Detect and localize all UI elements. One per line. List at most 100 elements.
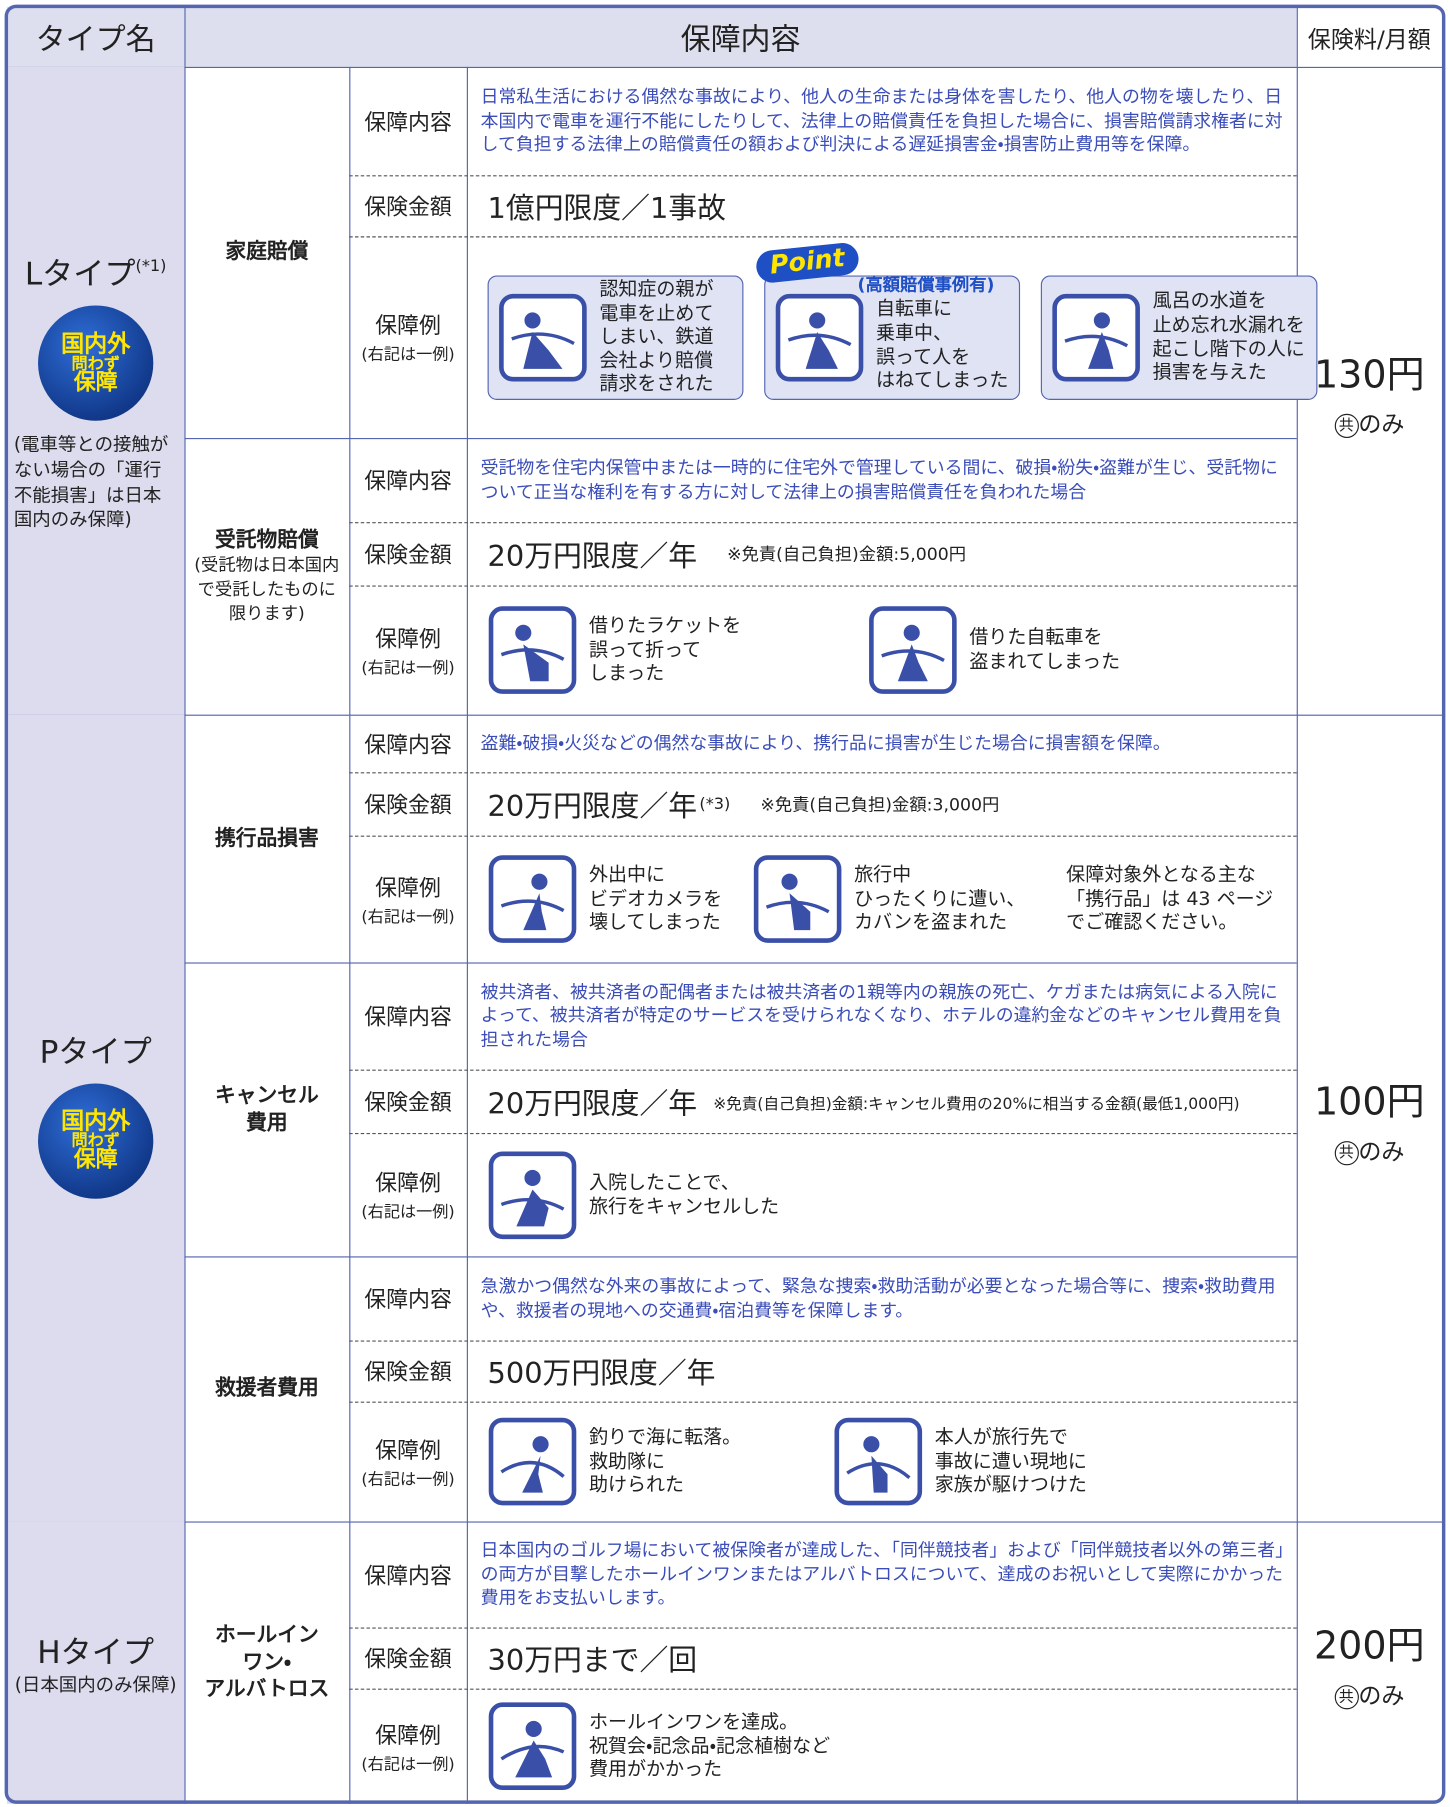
- row-divider: [349, 1069, 1297, 1071]
- example-line: 損害を与えた: [1152, 360, 1267, 383]
- coverage-cell: 日常私生活における偶然な事故により、他人の生命または身体を害したり、他人の物を壊…: [467, 67, 1297, 175]
- label-cell: 保障内容: [349, 715, 467, 773]
- badge-text: 問わず: [71, 354, 120, 373]
- outer-frame: [4, 4, 1446, 1804]
- coverage-text: 受託物を住宅内保管中または一時的に住宅外で管理している間に、破損・紛失・盗難が生…: [480, 457, 1278, 502]
- example-line: 費用がかかった: [588, 1758, 723, 1781]
- coverage-cell: 急激かつ偶然な外来の事故によって、緊急な捜索・救助活動が必要となった場合等に、捜…: [467, 1256, 1297, 1340]
- plan-name-text: Pタイプ: [39, 1034, 152, 1071]
- example-line: しまい、鉄道: [599, 325, 714, 348]
- premium-note-text: のみ: [1358, 1137, 1405, 1165]
- row-label: 保険金額: [364, 793, 452, 819]
- example-icon: [1052, 293, 1140, 381]
- row-label: 保険金額: [364, 1090, 452, 1116]
- amount-cell: 500万円限度／年: [467, 1340, 1297, 1401]
- premium-cell: 200円共のみ: [1297, 1521, 1442, 1803]
- example-line: 外出中に: [588, 863, 666, 886]
- amount-cell: 20万円限度／年 (*3) ※免責(自己負担)金額:3,000円: [467, 772, 1297, 835]
- badge-text: 問わず: [71, 1131, 120, 1150]
- plan-name: Pタイプ: [40, 1026, 152, 1071]
- coverage-text: 日常私生活における偶然な事故により、他人の生命または身体を害したり、他人の物を壊…: [480, 86, 1283, 155]
- example-line: 旅行をキャンセルした: [588, 1194, 780, 1217]
- label-cell: 保障内容: [349, 1256, 467, 1340]
- amount-text: 20万円限度／年: [487, 1086, 698, 1120]
- header-premium: 保険料/月額: [1296, 6, 1442, 67]
- row-divider: [349, 236, 1297, 238]
- example-line: 風呂の水道を: [1152, 289, 1267, 312]
- example-cell: ホールインワンを達成。 祝賀会・記念品・記念植樹など 費用がかかった: [467, 1689, 1297, 1804]
- label-cell: 保険金額: [349, 772, 467, 835]
- coverage-text: 日本国内のゴルフ場において被保険者が達成した、「同伴競技者」および「同伴競技者以…: [480, 1540, 1285, 1609]
- item-name-cell: 携行品損害: [184, 715, 349, 963]
- example-line: 助けられた: [588, 1473, 685, 1496]
- example-row: 外出中に ビデオカメラを 壊してしまった 旅行中 ひったくりに遭い、 カバンを盗まれた 保障…: [467, 836, 1297, 963]
- item-name-cell: 家庭賠償: [184, 67, 349, 438]
- row-divider: [349, 835, 1297, 837]
- example-line: 事故に遭い現地に: [934, 1449, 1087, 1472]
- amount-text: 30万円まで／回: [487, 1643, 698, 1677]
- example-line: 借りたラケットを: [588, 614, 742, 637]
- example-text: 借りたラケットを 誤って折って しまった: [589, 614, 741, 685]
- column-line: [184, 714, 186, 1522]
- header-text: 保険料/月額: [1307, 24, 1431, 53]
- label-cell: 保障例 (右記は一例): [349, 1133, 467, 1256]
- item-line: [184, 962, 1297, 964]
- plan-line: [6, 714, 1444, 716]
- item-note: (受託物は日本国内で受託したものに限ります): [194, 554, 340, 624]
- amount-text: 500万円限度／年: [487, 1356, 716, 1390]
- row-divider: [349, 585, 1297, 587]
- example-text: 釣りで海に転落。 救助隊に 助けられた: [589, 1426, 741, 1497]
- label-cell: 保障例 (右記は一例): [349, 586, 467, 715]
- example: 釣りで海に転落。 救助隊に 助けられた: [488, 1417, 834, 1507]
- column-line: [184, 1521, 186, 1804]
- item-name: 費用: [246, 1110, 288, 1135]
- coverage-cell: 盗難・破損・火災などの偶然な事故により、携行品に損害が生じた場合に損害額を保障。: [467, 715, 1297, 773]
- example-cell: 外出中に ビデオカメラを 壊してしまった 旅行中 ひったくりに遭い、 カバンを盗まれた 保障…: [467, 836, 1297, 963]
- example-line: 本人が旅行先で: [934, 1425, 1068, 1448]
- item-name: 救援者費用: [214, 1376, 319, 1401]
- example: 風呂の水道を 止め忘れ水漏れを 起こし階下の人に 損害を与えた: [1040, 274, 1318, 400]
- row-label: 保険金額: [364, 194, 452, 221]
- header-text: 保障内容: [680, 22, 801, 58]
- row-label: 保険金額: [364, 1647, 452, 1673]
- example: ホールインワンを達成。 祝賀会・記念品・記念植樹など 費用がかかった: [488, 1701, 868, 1791]
- label-cell: 保障内容: [349, 962, 467, 1069]
- example-line: 請求をされた: [599, 372, 714, 395]
- coverage-cell: 日本国内のゴルフ場において被保険者が達成した、「同伴競技者」および「同伴競技者以…: [467, 1521, 1297, 1627]
- example-line: カバンを盗まれた: [854, 910, 1008, 933]
- example: 入院したことで、 旅行をキャンセルした: [488, 1150, 868, 1240]
- column-line: [349, 1521, 351, 1804]
- example-line: 釣りで海に転落。: [588, 1425, 742, 1448]
- item-line: [184, 1256, 1297, 1258]
- plan-name-text: Hタイプ: [37, 1635, 155, 1672]
- label-cell: 保障例 (右記は一例): [349, 836, 467, 963]
- badge-text: 保障: [73, 370, 118, 396]
- example-icon: [488, 855, 577, 943]
- row-label: 保障例: [375, 1722, 441, 1748]
- amount-note: ※免責(自己負担)金額:5,000円: [727, 544, 967, 565]
- badge-text: 国内外: [61, 329, 131, 357]
- example-line: しまった: [588, 661, 665, 684]
- label-cell: 保険金額: [349, 522, 467, 585]
- plan-note: (電車等との接触がない場合の「運行不能損害」は日本国内のみ保障): [13, 433, 169, 531]
- example-line: 入院したことで、: [588, 1170, 740, 1193]
- row-divider: [349, 1627, 1297, 1629]
- label-cell: 保障例 (右記は一例): [349, 1402, 467, 1522]
- amount-cell: 30万円まで／回: [467, 1627, 1297, 1688]
- row-label: 保障内容: [364, 732, 452, 758]
- column-line: [466, 1521, 468, 1804]
- example-text: 本人が旅行先で 事故に遭い現地に 家族が駆けつけた: [935, 1426, 1087, 1497]
- example-cell: 釣りで海に転落。 救助隊に 助けられた 本人が旅行先で 事故に遭い現地に 家族が駆けつけた: [467, 1402, 1297, 1522]
- example: 本人が旅行先で 事故に遭い現地に 家族が駆けつけた: [833, 1417, 1179, 1507]
- row-label: 保障内容: [364, 110, 452, 136]
- item-name: 家庭賠償: [225, 240, 309, 265]
- label-cell: 保障例 (右記は一例): [349, 236, 467, 438]
- example-line: 旅行中: [854, 863, 912, 886]
- example-line: 借りた自転車を: [969, 626, 1103, 649]
- badge-text: 保障: [73, 1147, 118, 1173]
- example-icon: [499, 293, 587, 381]
- example-row: 釣りで海に転落。 救助隊に 助けられた 本人が旅行先で 事故に遭い現地に 家族が駆けつけた: [467, 1402, 1297, 1522]
- row-label: 保障内容: [364, 1563, 452, 1589]
- row-divider: [349, 1340, 1297, 1342]
